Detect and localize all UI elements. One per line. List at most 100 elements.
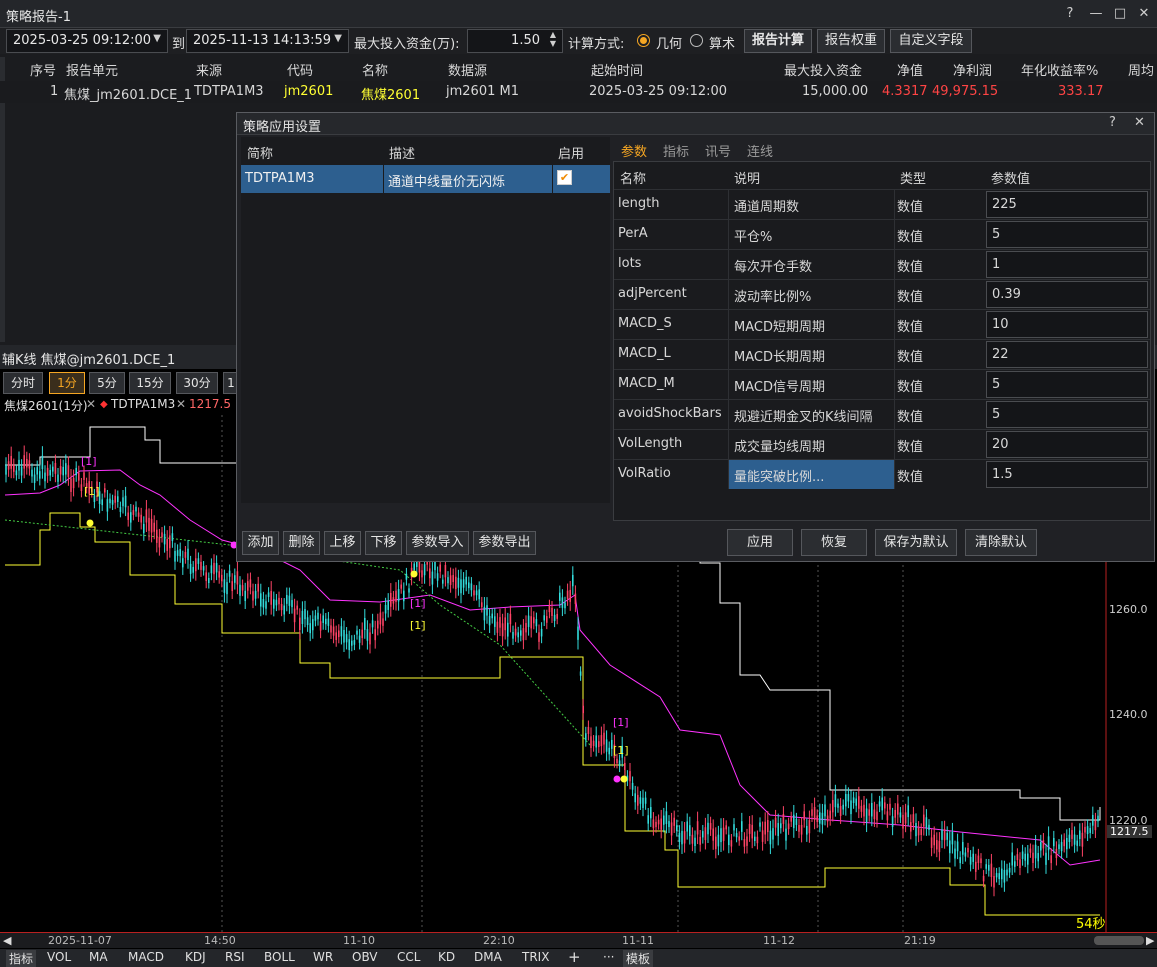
param-row[interactable]: PerA 平仓% 数值 5 [614,219,1150,249]
template-button[interactable]: 模板 [623,950,654,967]
end-time-select[interactable]: 2025-11-13 14:13:59 ▼ [186,29,349,53]
maximize-icon[interactable]: □ [1113,6,1127,21]
indicator-menu[interactable]: 指标 [6,950,37,967]
spinner-icon[interactable]: ▲ ▼ [549,30,556,48]
ind-wr[interactable]: WR [313,950,334,964]
delete-button[interactable]: 删除 [283,531,320,555]
close-icon[interactable]: ✕ [176,397,187,411]
divider [728,310,729,339]
candle-body [408,588,410,593]
tab-lines[interactable]: 连线 [747,145,774,160]
clear-default-button[interactable]: 清除默认 [965,529,1037,556]
scrollbar-thumb[interactable] [1094,936,1144,945]
radio-arithmetic[interactable] [690,34,703,47]
custom-field-button[interactable]: 自定义字段 [890,29,972,53]
ind-trix[interactable]: TRIX [522,950,550,964]
tf-30min[interactable]: 30分 [176,372,218,394]
ind-vol[interactable]: VOL [47,950,72,964]
tab-params[interactable]: 参数 [621,145,648,160]
param-row[interactable]: MACD_M MACD信号周期 数值 5 [614,369,1150,399]
tab-signals[interactable]: 讯号 [705,145,732,160]
param-row[interactable]: MACD_L MACD长期周期 数值 22 [614,339,1150,369]
move-down-button[interactable]: 下移 [365,531,402,555]
close-icon[interactable]: ✕ [1138,6,1150,21]
param-export-button[interactable]: 参数导出 [473,531,536,555]
param-row[interactable]: MACD_S MACD短期周期 数值 10 [614,309,1150,339]
ind-boll[interactable]: BOLL [264,950,295,964]
candle-body [691,834,694,844]
more-icon[interactable]: ··· [603,950,615,964]
candle-body [416,557,418,567]
ind-kdj[interactable]: KDJ [185,950,206,964]
param-value-input[interactable]: 0.39 [986,281,1148,308]
ind-macd[interactable]: MACD [128,950,164,964]
ind-obv[interactable]: OBV [352,950,378,964]
param-row[interactable]: VolLength 成交量均线周期 数值 20 [614,429,1150,459]
param-row[interactable]: VolRatio 量能突破比例... 数值 1.5 [614,459,1150,489]
param-row[interactable]: lots 每次开仓手数 数值 1 [614,249,1150,279]
report-calc-button[interactable]: 报告计算 [744,29,812,53]
param-desc-cell[interactable] [729,460,894,489]
param-value-input[interactable]: 22 [986,341,1148,368]
indicator-bar: 指标 VOL MA MACD KDJ RSI BOLL WR OBV CCL K… [0,948,1157,967]
report-weight-button[interactable]: 报告权重 [817,29,885,53]
param-import-button[interactable]: 参数导入 [406,531,469,555]
ind-rsi[interactable]: RSI [225,950,245,964]
param-value-input[interactable]: 5 [986,401,1148,428]
param-row[interactable]: length 通道周期数 数值 225 [614,189,1150,219]
param-value-input[interactable]: 225 [986,191,1148,218]
param-value-input[interactable]: 5 [986,221,1148,248]
tf-1min[interactable]: 1分 [49,372,85,394]
help-icon[interactable]: ? [1109,115,1116,130]
tf-tick[interactable]: 分时 [3,372,43,394]
strategy-row[interactable]: TDTPA1M3 通道中线量价无闪烁 ✔ [241,165,610,193]
move-up-button[interactable]: 上移 [324,531,361,555]
scroll-left-icon[interactable]: ◀ [3,934,12,947]
param-value-input[interactable]: 20 [986,431,1148,458]
param-value-input[interactable]: 5 [986,371,1148,398]
candle-body [1019,859,1021,868]
candle-body [504,617,506,631]
table-row[interactable]: 1 焦煤_jm2601.DCE_1 TDTPA1M3 jm2601 焦煤2601… [0,81,1157,103]
tf-15min[interactable]: 15分 [129,372,171,394]
candle-body [23,455,25,469]
close-icon[interactable]: ✕ [86,397,97,411]
start-time-select[interactable]: 2025-03-25 09:12:00 ▼ [6,29,168,53]
candle-body [78,472,80,481]
candle-body [605,739,608,752]
scroll-right-icon[interactable]: ▶ [1146,934,1155,947]
close-icon[interactable]: ✕ [1134,115,1145,130]
chevron-down-icon: ▼ [153,33,161,44]
candle-body [873,809,876,820]
param-value-input[interactable]: 10 [986,311,1148,338]
candle-body [299,617,301,631]
candle-body [301,610,304,625]
help-icon[interactable]: ? [1066,6,1074,21]
param-value-input[interactable]: 1.5 [986,461,1148,488]
chevron-down-icon: ▼ [334,33,342,44]
candle-body [725,825,727,830]
param-row[interactable]: adjPercent 波动率比例% 数值 0.39 [614,279,1150,309]
tf-5min[interactable]: 5分 [89,372,125,394]
divider [728,250,729,279]
add-button[interactable]: 添加 [242,531,279,555]
minimize-icon[interactable]: — [1089,6,1103,21]
ind-kd[interactable]: KD [438,950,456,964]
radio-geometric[interactable] [637,34,650,47]
enabled-checkbox[interactable]: ✔ [557,170,572,185]
max-capital-input[interactable]: 1.50 ▲ ▼ [467,29,563,53]
restore-button[interactable]: 恢复 [801,529,867,556]
ind-dma[interactable]: DMA [474,950,502,964]
candle-body [936,840,938,850]
col-weekly: 周均 [1128,64,1155,79]
param-value-input[interactable]: 1 [986,251,1148,278]
tab-indicators[interactable]: 指标 [663,145,690,160]
candle-body [413,563,415,571]
ind-ccl[interactable]: CCL [397,950,421,964]
save-default-button[interactable]: 保存为默认 [875,529,957,556]
ind-ma[interactable]: MA [89,950,108,964]
add-icon[interactable]: + [568,948,581,966]
apply-button[interactable]: 应用 [727,529,793,556]
param-desc: MACD长期周期 [734,350,825,365]
param-row[interactable]: avoidShockBars 规避近期金叉的K线间隔 数值 5 [614,399,1150,429]
